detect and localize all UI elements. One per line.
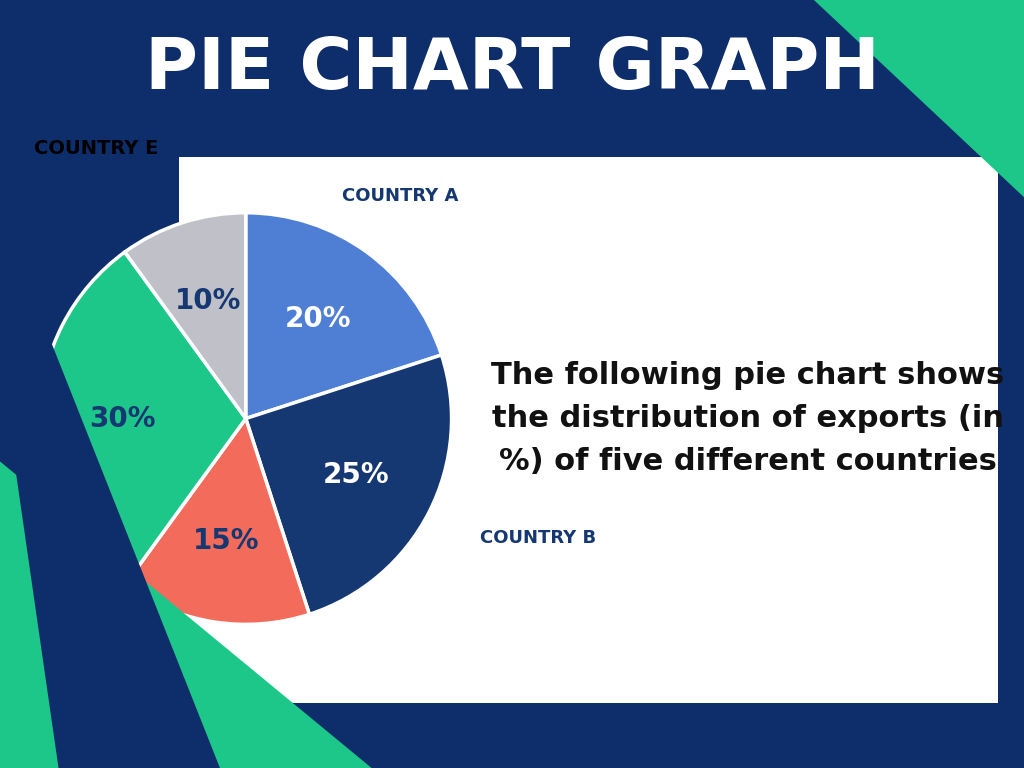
Wedge shape xyxy=(125,213,246,419)
FancyBboxPatch shape xyxy=(167,149,1011,711)
Text: COUNTRY C: COUNTRY C xyxy=(146,679,262,697)
Text: COUNTRY B: COUNTRY B xyxy=(480,529,597,547)
Text: 15%: 15% xyxy=(194,527,260,554)
Text: 25%: 25% xyxy=(323,461,389,488)
Text: COUNTRY A: COUNTRY A xyxy=(342,187,459,205)
Text: 20%: 20% xyxy=(285,305,351,333)
Wedge shape xyxy=(246,213,441,419)
Text: 10%: 10% xyxy=(174,287,241,315)
Text: COUNTRY E: COUNTRY E xyxy=(34,139,158,158)
Wedge shape xyxy=(40,252,246,585)
Wedge shape xyxy=(125,419,309,624)
Wedge shape xyxy=(246,355,452,614)
Text: The following pie chart shows
the distribution of exports (in
%) of five differe: The following pie chart shows the distri… xyxy=(490,361,1005,476)
Text: 30%: 30% xyxy=(89,405,156,432)
Text: PIE CHART GRAPH: PIE CHART GRAPH xyxy=(144,35,880,104)
